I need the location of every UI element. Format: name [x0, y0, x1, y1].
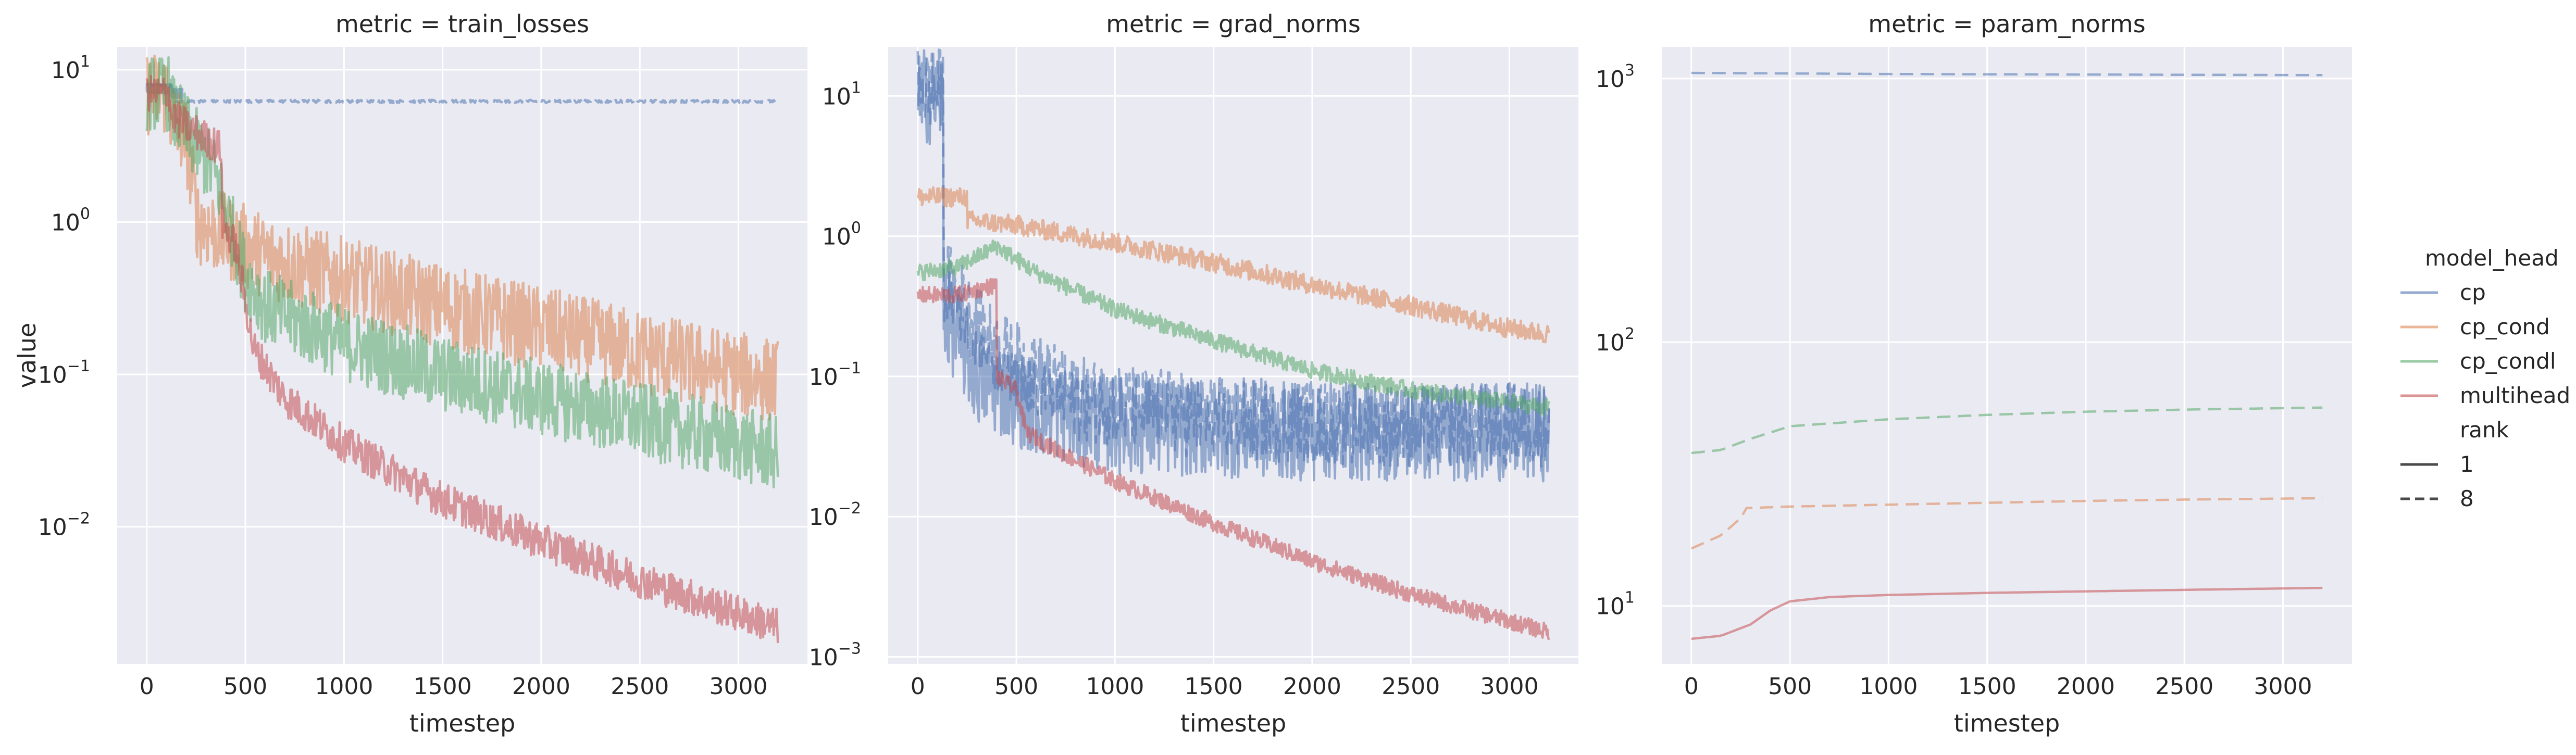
x-axis-label: timestep — [1954, 709, 2060, 737]
panel-2: metric = grad_norms 0 500 1000 1500 2000 2500 3… — [809, 10, 1578, 737]
x-tick-label: 3000 — [1480, 673, 1539, 700]
y-tick-label: 101 — [1596, 589, 1635, 620]
x-axis-label: timestep — [409, 709, 515, 737]
x-tick-label: 1000 — [315, 673, 373, 700]
legend-item-rank-1: 1 — [2400, 451, 2474, 477]
legend-label: 1 — [2460, 451, 2474, 477]
x-tick-label: 3000 — [710, 673, 768, 700]
x-tick-label: 500 — [994, 673, 1038, 700]
legend-label: multihead — [2460, 383, 2570, 408]
panel-1: metric = train_losses 0 500 1000 1500 2000 250… — [13, 10, 807, 737]
x-tick-label: 1000 — [1859, 673, 1918, 700]
x-tick-label: 2000 — [2057, 673, 2115, 700]
x-tick-label: 3000 — [2254, 673, 2312, 700]
y-tick-label: 10−2 — [38, 510, 90, 541]
y-tick-label: 101 — [51, 53, 90, 84]
legend-label: cp — [2460, 280, 2486, 305]
legend-title-rank: rank — [2460, 417, 2509, 443]
plot-area — [1662, 47, 2352, 664]
legend-item-cp-cond: cp_cond — [2400, 314, 2550, 339]
series-line-cp-rank-8 — [916, 48, 1550, 468]
x-tick-label: 1500 — [1958, 673, 2017, 700]
series-line-cp-rank-8 — [145, 82, 779, 104]
y-tick-label: 101 — [822, 79, 861, 110]
panel-title: metric = param_norms — [1868, 10, 2145, 38]
x-tick-label: 2000 — [512, 673, 570, 700]
legend-item-multihead: multihead — [2400, 383, 2570, 408]
series-line-multihead-rank-1 — [145, 74, 779, 644]
series-group — [145, 54, 779, 644]
legend-title-model-head: model_head — [2425, 245, 2559, 271]
x-tick-label: 0 — [140, 673, 154, 700]
y-tick-label: 10−3 — [809, 640, 861, 671]
series-line-cp-condl-rank-8 — [1691, 406, 2323, 455]
x-tick-label: 2000 — [1283, 673, 1341, 700]
legend-item-cp-condl: cp_condl — [2400, 348, 2556, 374]
x-axis-label: timestep — [1180, 709, 1286, 737]
x-tick-label: 1000 — [1086, 673, 1144, 700]
y-tick-label: 102 — [1596, 325, 1635, 356]
x-tick-label: 500 — [223, 673, 267, 700]
y-tick-label: 100 — [51, 205, 90, 236]
series-line-cp-rank-8 — [1691, 71, 2323, 77]
panel-title: metric = train_losses — [335, 10, 589, 38]
legend-label: cp_cond — [2460, 314, 2550, 339]
series-line-cp-condl-rank-1 — [145, 56, 779, 488]
series-line-cp-cond-rank-1 — [916, 186, 1550, 344]
x-tick-label: 2500 — [611, 673, 669, 700]
y-axis-label: value — [13, 323, 41, 388]
y-tick-label: 10−1 — [38, 357, 90, 388]
legend-item-rank-8: 8 — [2400, 486, 2474, 511]
y-tick-label: 103 — [1596, 61, 1635, 93]
legend-label: cp_condl — [2460, 348, 2556, 374]
gridlines — [1662, 47, 2352, 664]
legend-item-cp: cp — [2400, 280, 2486, 305]
series-group — [916, 48, 1550, 640]
x-tick-label: 0 — [911, 673, 925, 700]
series-line-multihead-rank-1 — [1691, 586, 2323, 640]
y-tick-label: 10−1 — [809, 359, 861, 391]
legend-label: 8 — [2460, 486, 2474, 511]
y-tick-label: 100 — [822, 219, 861, 250]
series-group — [1690, 71, 2323, 640]
x-tick-label: 500 — [1768, 673, 1812, 700]
x-tick-label: 2500 — [2155, 673, 2213, 700]
y-tick-label: 10−2 — [809, 499, 861, 531]
x-tick-label: 1500 — [1185, 673, 1243, 700]
x-tick-label: 0 — [1684, 673, 1699, 700]
x-tick-label: 2500 — [1382, 673, 1440, 700]
series-line-multihead-rank-1 — [916, 278, 1550, 640]
panel-3: metric = param_norms 0 500 1000 1500 2000 2500… — [1596, 10, 2352, 737]
panel-title: metric = grad_norms — [1106, 10, 1361, 38]
x-tick-label: 1500 — [414, 673, 472, 700]
series-line-cp-condl-rank-1 — [916, 240, 1550, 417]
